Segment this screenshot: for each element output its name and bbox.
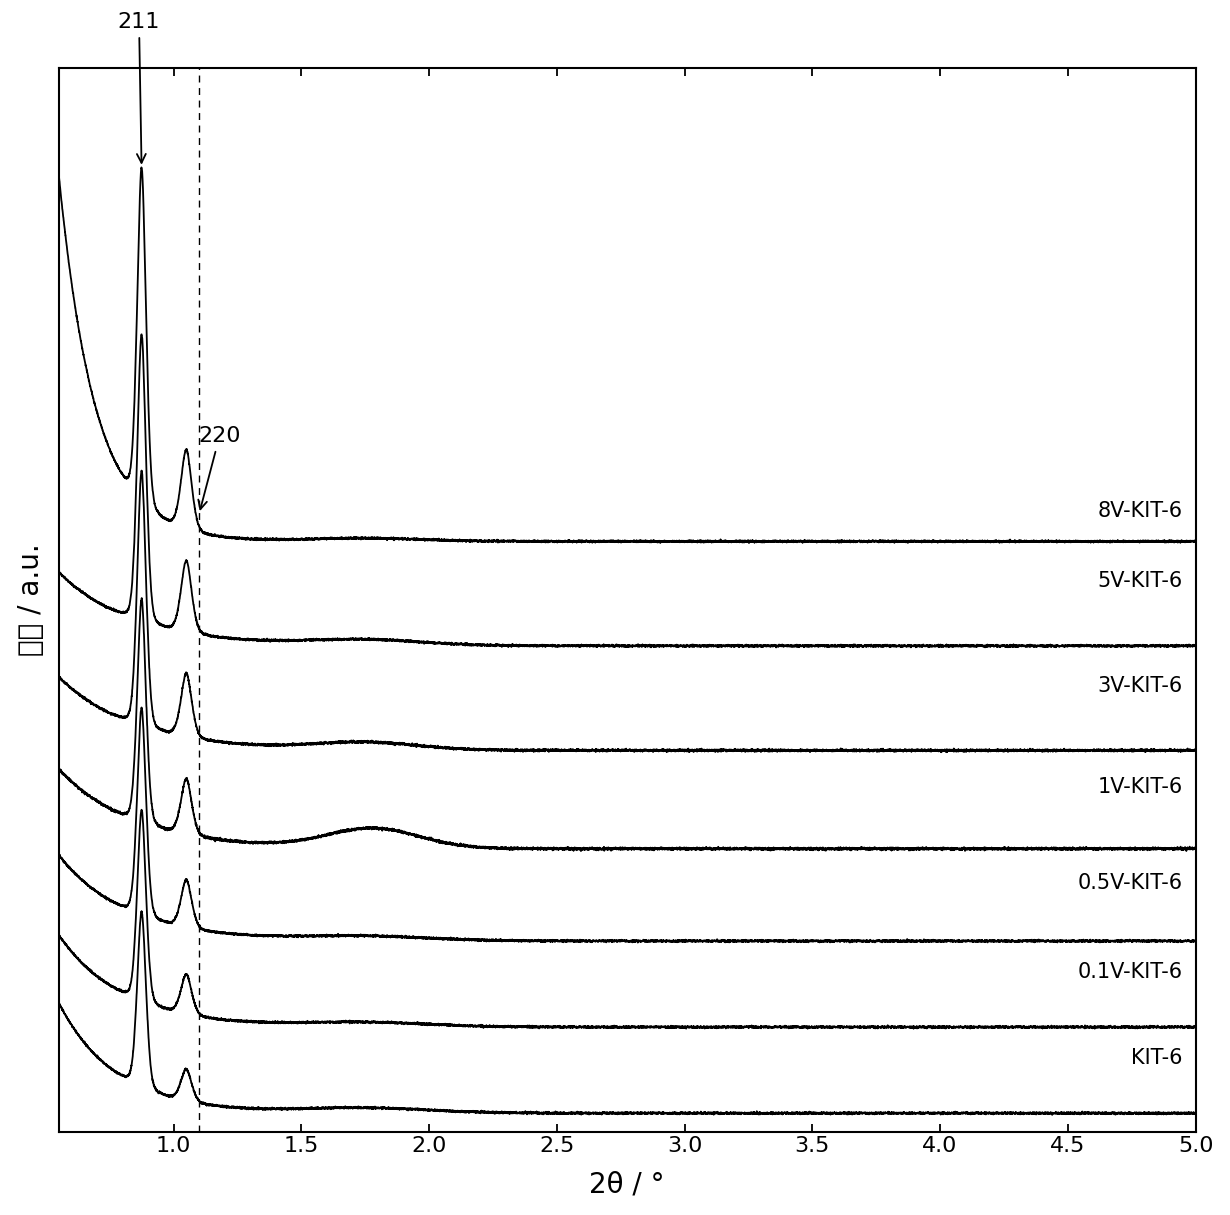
Text: 1V-KIT-6: 1V-KIT-6 [1097,778,1183,797]
Text: 5V-KIT-6: 5V-KIT-6 [1097,571,1183,592]
Text: 211: 211 [118,12,160,163]
Text: 3V-KIT-6: 3V-KIT-6 [1097,676,1183,696]
Y-axis label: 强度 / a.u.: 强度 / a.u. [17,543,44,656]
Text: 8V-KIT-6: 8V-KIT-6 [1097,501,1183,520]
X-axis label: 2θ / °: 2θ / ° [589,1170,665,1198]
Text: 0.5V-KIT-6: 0.5V-KIT-6 [1077,872,1183,893]
Text: 220: 220 [198,426,241,509]
Text: KIT-6: KIT-6 [1132,1047,1183,1068]
Text: 0.1V-KIT-6: 0.1V-KIT-6 [1077,962,1183,982]
